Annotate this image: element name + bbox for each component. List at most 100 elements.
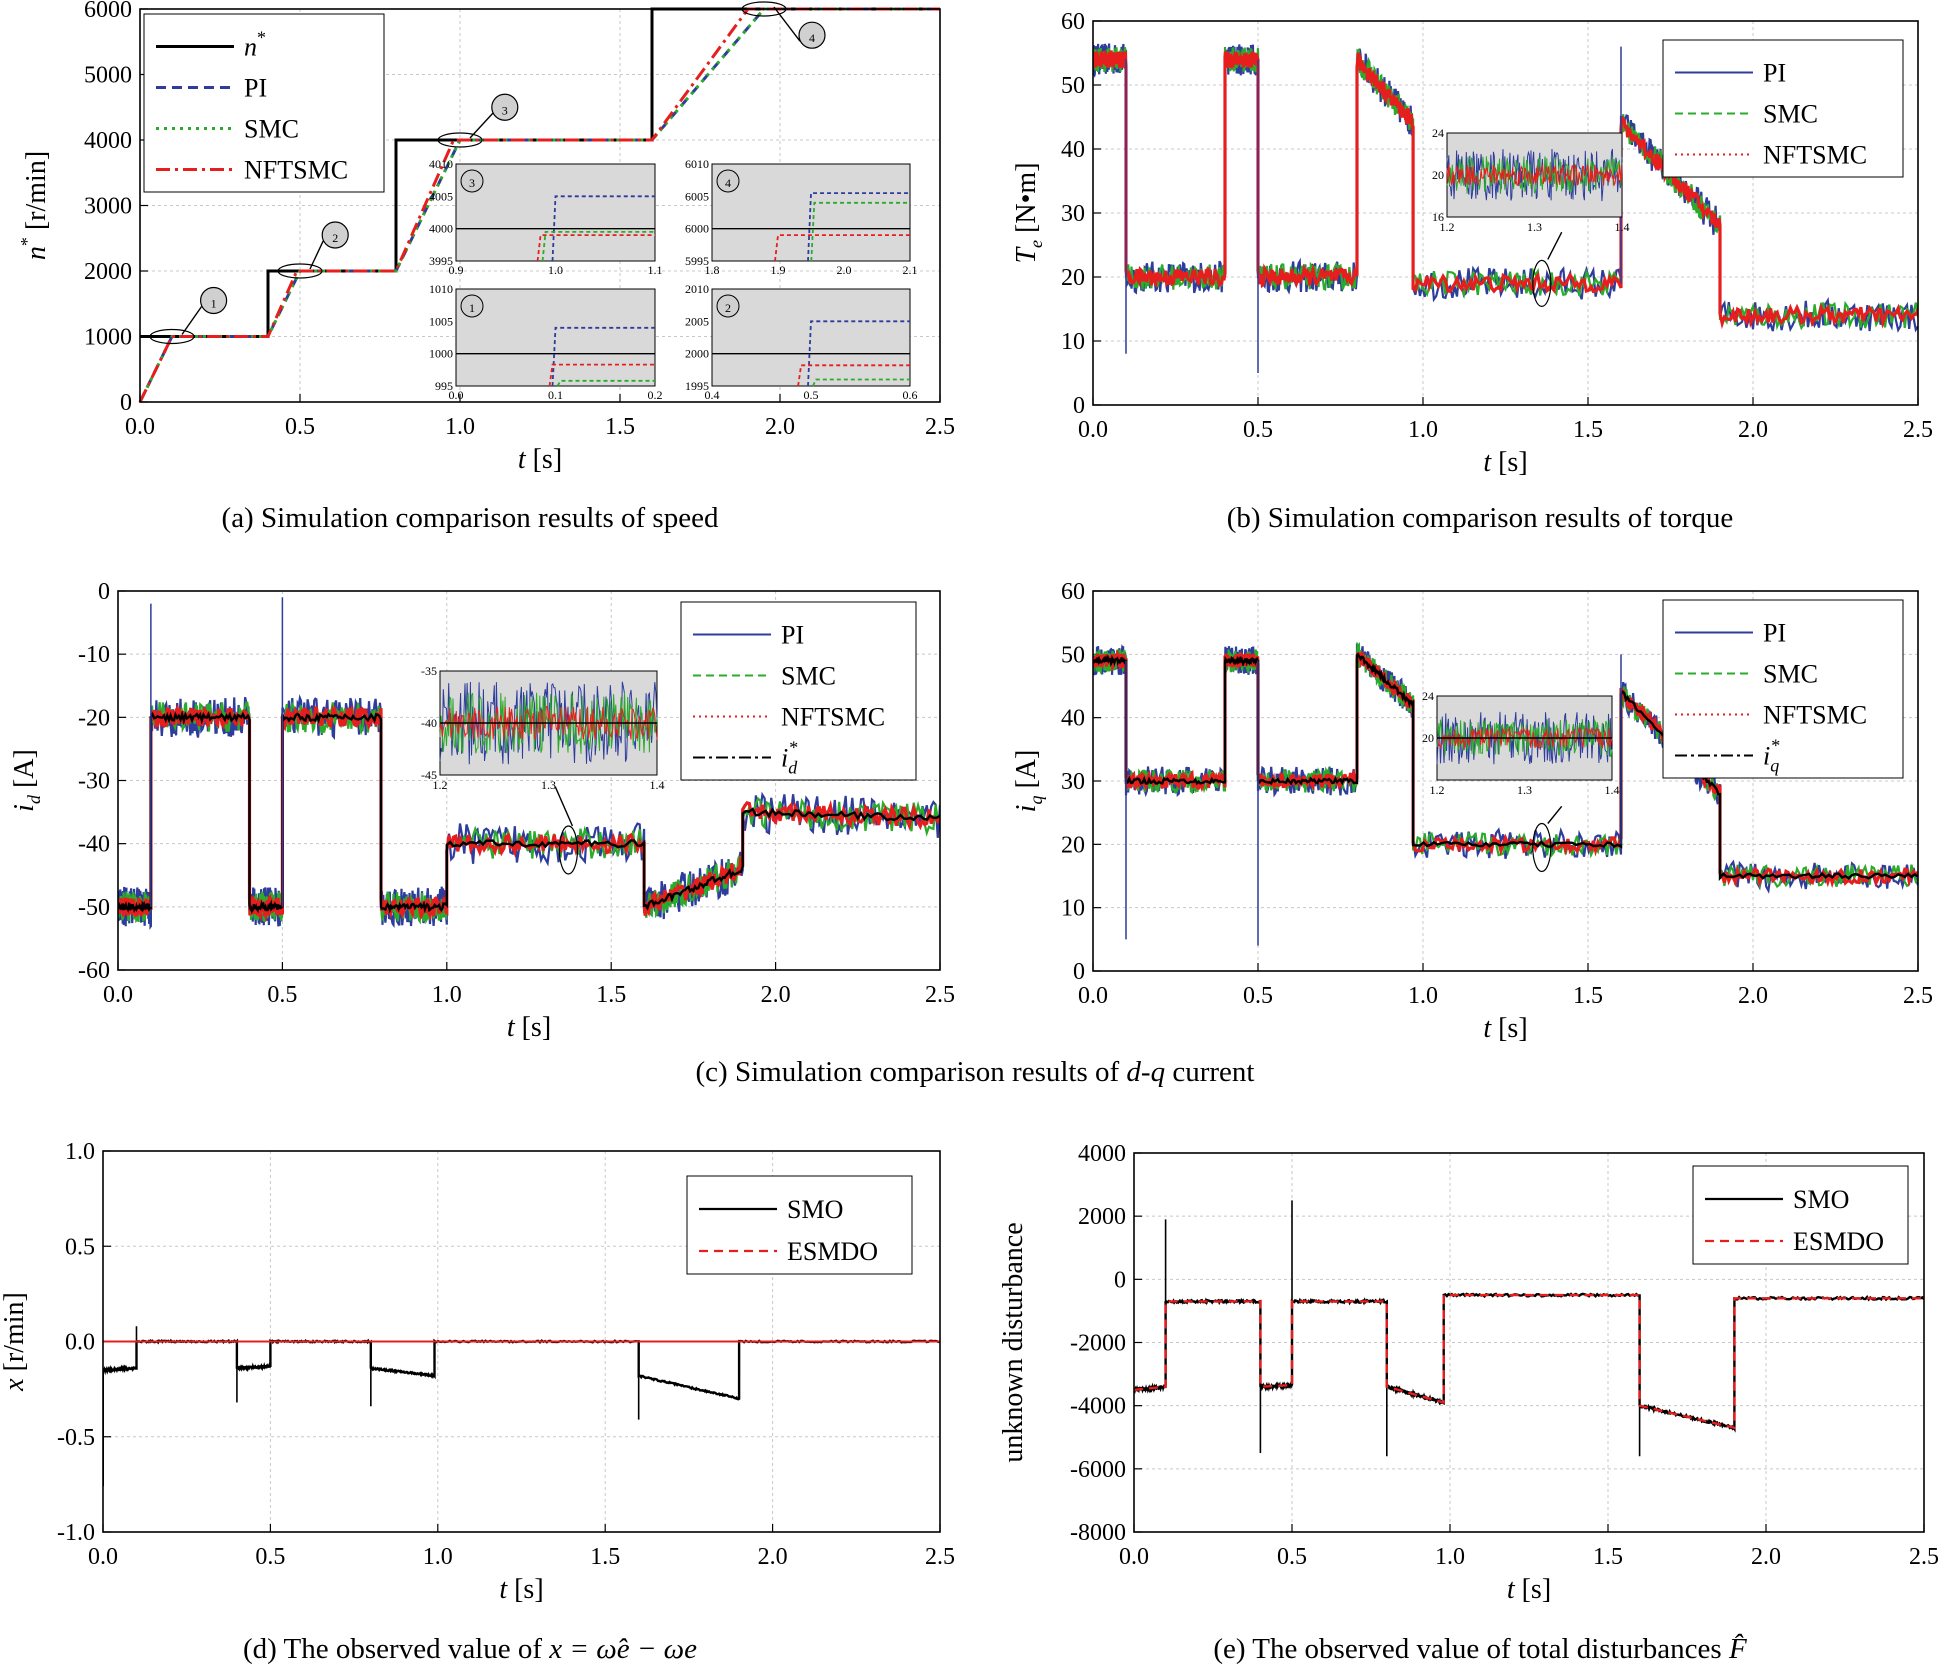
x-axis-label-unit: [s] [1522, 1574, 1552, 1605]
y-axis-label: x [r/min] [0, 1292, 30, 1392]
inset-y-tick-label: 1005 [429, 314, 453, 328]
y-tick-label: 20 [1061, 832, 1085, 858]
inset-y-tick-label: 4000 [429, 222, 453, 236]
callout-number: 4 [809, 31, 815, 45]
inset-x-tick-label: 2.1 [903, 263, 918, 277]
x-axis-label-unit: [s] [1498, 447, 1528, 478]
series-nftsmc [1093, 50, 1918, 330]
legend-label-smc: SMC [1763, 100, 1818, 129]
y-axis-label: unknown disturbance [998, 1222, 1029, 1462]
inset-c2: 1.2 1.3 1.4 20 24 [1422, 689, 1620, 797]
inset-y-tick-label: 2010 [685, 282, 709, 296]
legend-label-ref: n* [244, 28, 266, 62]
caption-c-italic: d-q [1126, 1056, 1166, 1088]
inset-x-tick-label: 1.9 [771, 263, 786, 277]
inset-series-pi [551, 195, 655, 262]
inset-1: 0.0 0.1 0.2 995 1000 1005 1010 1 [429, 282, 663, 402]
legend-box [680, 601, 917, 781]
inset-x-tick-label: 1.2 [1440, 220, 1455, 234]
series-smc [138, 7, 940, 403]
x-axis-label: t [s] [518, 444, 562, 475]
y-tick-label: -2000 [1070, 1331, 1126, 1357]
x-tick-label: 0.0 [125, 414, 155, 440]
x-axis-label: t [s] [1483, 447, 1527, 478]
inset-4: 1.8 1.9 2.0 2.1 5995 6000 6005 6010 4 [685, 157, 918, 277]
y-label-sub: e [1026, 240, 1046, 248]
inset-box [711, 288, 911, 387]
inset-x-tick-label: 0.9 [449, 263, 464, 277]
inset-badge-number: 4 [725, 176, 731, 190]
inset-series-nftsmc [1446, 164, 1623, 187]
x-tick-label: 1.5 [1573, 983, 1603, 1009]
y-label-var: T [1011, 246, 1042, 264]
inset-y-tick-label: 2005 [685, 314, 709, 328]
plot-frame-b [1092, 20, 1919, 406]
inset-badge [716, 169, 740, 193]
inset-y-tick-label: 4005 [429, 189, 453, 203]
legend-label-smc: SMC [244, 115, 299, 144]
x-tick-label: 1.5 [1593, 1544, 1623, 1570]
x-axis-label-var: t [1507, 1574, 1522, 1605]
caption-e-prefix: (e) The observed value of total disturba… [1213, 1633, 1729, 1665]
caption-b: (b) Simulation comparison results of tor… [1226, 502, 1734, 534]
caption-d-math: x = ω̂e − ωe [549, 1633, 697, 1665]
x-tick-label: 2.0 [758, 1544, 788, 1570]
y-label-unit: [A] [9, 749, 40, 795]
plot-frame-e [1133, 1152, 1925, 1533]
x-tick-label: 2.5 [1903, 417, 1933, 443]
inset-series-smc [1436, 718, 1613, 757]
chart-b: 0.0 0.5 1.0 1.5 2.0 2.5 0 10 20 30 40 50 60 t [s] Te [… [1011, 9, 1933, 478]
x-tick-label: 1.0 [423, 1544, 453, 1570]
inset-series-pi [1436, 711, 1613, 765]
y-tick-label: -20 [78, 705, 110, 731]
x-axis-label: t [s] [1507, 1574, 1551, 1605]
x-tick-label: 2.0 [761, 982, 791, 1008]
inset-x-tick-label: 1.4 [1605, 783, 1620, 797]
inset-x-tick-label: 2.0 [837, 263, 852, 277]
y-tick-label: 30 [1061, 769, 1085, 795]
legend-sub: d [788, 758, 798, 778]
inset-y-tick-label: 6010 [685, 157, 709, 171]
plot-frame-c2 [1092, 590, 1919, 972]
y-tick-label: 4000 [1078, 1141, 1126, 1167]
y-label-unit: [r/min] [0, 1292, 30, 1378]
callout-arrow [309, 240, 324, 270]
inset-series-pi [551, 326, 655, 387]
plot-frame-c1 [117, 590, 941, 971]
inset-x-tick-label: 1.3 [1527, 220, 1542, 234]
inset-series-nftsmc [439, 706, 658, 740]
inset-y-tick-label: 3995 [429, 254, 453, 268]
x-axis-label-unit: [s] [514, 1574, 544, 1605]
y-tick-label: 0.5 [65, 1234, 95, 1260]
chart-e: 0.0 0.5 1.0 1.5 2.0 2.5 4000 2000 0 -2000 -4000 -60… [998, 1141, 1939, 1605]
legend-label-ref: id* [781, 738, 798, 778]
inset-y-tick-label: -45 [421, 768, 437, 782]
inset-x-tick-label: 1.2 [1430, 783, 1445, 797]
x-tick-label: 0.5 [267, 982, 297, 1008]
legend-sub: q [1770, 756, 1779, 776]
series-nftsmc [138, 7, 940, 403]
inset-x-tick-label: 0.1 [548, 388, 563, 402]
inset-series-smc [810, 201, 910, 262]
legend-box [1692, 1165, 1909, 1265]
legend-label-smc: SMC [1763, 660, 1818, 689]
y-tick-label: -8000 [1070, 1520, 1126, 1546]
inset-series-nftsmc [548, 363, 655, 387]
inset-x-tick-label: 1.3 [1517, 783, 1532, 797]
zoom-ellipse [277, 263, 323, 279]
y-tick-label: 5000 [84, 63, 132, 89]
callout-arrow [773, 6, 801, 42]
inset-y-tick-label: 16 [1432, 210, 1444, 224]
inset-badge-number: 3 [469, 176, 475, 190]
y-label-unit: [A] [1011, 750, 1042, 796]
inset-series-smc [541, 230, 655, 262]
inset-box [711, 163, 911, 262]
zoom-ellipse [437, 132, 483, 148]
x-tick-label: 1.0 [1435, 1544, 1465, 1570]
inset-y-tick-label: 20 [1432, 168, 1444, 182]
series-layer-e [1134, 1200, 1924, 1457]
y-tick-label: -50 [78, 895, 110, 921]
legend-label-pi: PI [244, 74, 267, 103]
x-axis-label: t [s] [499, 1574, 543, 1605]
